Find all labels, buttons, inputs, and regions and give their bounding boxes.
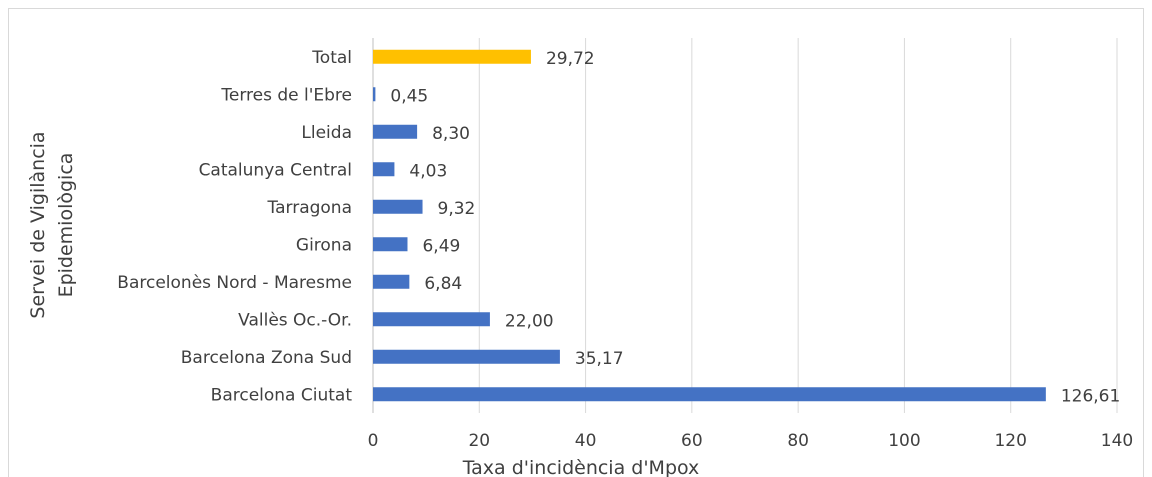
data-label: 6,84 (424, 274, 462, 294)
category-label: Vallès Oc.-Or. (238, 310, 352, 330)
data-label: 29,72 (546, 49, 595, 69)
data-label: 22,00 (505, 311, 554, 331)
bars (373, 49, 1046, 402)
category-label: Lleida (301, 123, 352, 143)
data-label: 0,45 (390, 86, 428, 106)
y-axis-title-line-2: Epidemiològica (55, 153, 77, 298)
data-label: 8,30 (432, 124, 470, 144)
x-tick-label: 80 (787, 431, 809, 451)
category-label: Barcelonès Nord - Maresme (117, 273, 352, 293)
category-label: Barcelona Zona Sud (181, 348, 352, 368)
x-tick-label: 100 (888, 431, 920, 451)
x-tick-label: 60 (681, 431, 703, 451)
category-label: Total (311, 48, 352, 68)
bar (373, 87, 376, 102)
bar (373, 124, 418, 139)
category-label: Tarragona (267, 198, 352, 218)
x-tick-label: 120 (994, 431, 1026, 451)
data-label: 126,61 (1061, 386, 1120, 406)
data-label: 9,32 (438, 199, 476, 219)
chart-frame (8, 8, 1144, 477)
value-labels: 29,72 0,458,30 4,03 9,32 6,49 6,84 22,00 35,17 1… (390, 49, 1120, 407)
x-tick-labels: 0 20 40 60 80 100 120 140 (368, 431, 1134, 451)
category-label: Terres de l'Ebre (220, 85, 352, 105)
category-labels: Total Terres de l'Ebre Lleida Catalunya Cen… (117, 48, 352, 406)
x-tick-label: 140 (1101, 431, 1133, 451)
category-label: Barcelona Ciutat (211, 385, 353, 405)
bar (373, 162, 395, 177)
x-axis-title: Taxa d'incidència d'Mpox (462, 457, 700, 477)
category-label: Girona (296, 235, 352, 255)
category-label: Catalunya Central (199, 160, 352, 180)
x-tick-label: 40 (575, 431, 597, 451)
y-axis-title-line-1: Servei de Vigilància (27, 131, 49, 318)
bar (373, 274, 410, 289)
bar (373, 349, 560, 364)
bar (373, 312, 490, 327)
gridlines (478, 38, 1118, 413)
x-tick-label: 0 (368, 431, 379, 451)
data-label: 4,03 (409, 161, 447, 181)
data-label: 35,17 (575, 349, 624, 369)
data-label: 6,49 (422, 236, 460, 256)
bar (373, 387, 1046, 402)
bar (373, 237, 408, 252)
x-tick-label: 20 (468, 431, 490, 451)
bar (373, 49, 531, 64)
bar (373, 199, 423, 214)
